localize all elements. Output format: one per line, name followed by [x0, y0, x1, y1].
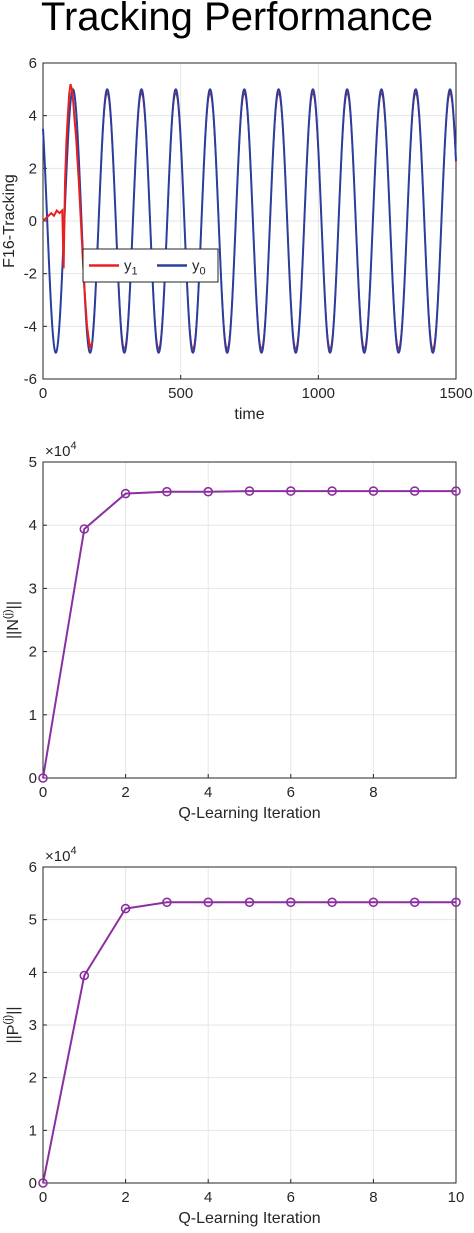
figure-title: Tracking Performance	[41, 0, 433, 39]
x-tick-label: 8	[369, 1189, 377, 1206]
x-axis-label: Q-Learning Iteration	[178, 1210, 320, 1227]
y-axis-label: ||N(j)||	[2, 601, 22, 639]
x-tick-label: 2	[121, 784, 129, 801]
data-point-marker	[451, 897, 461, 908]
y-tick-label: 2	[29, 160, 37, 177]
data-point-marker	[327, 486, 337, 496]
data-point-marker	[327, 897, 337, 908]
y-exponent-superscript: 4	[70, 845, 76, 857]
data-point-marker	[79, 524, 90, 534]
y-axis-label-superscript: (j)	[2, 609, 14, 619]
y-tick-label: 6	[29, 859, 37, 876]
legend-label-subscript: 1	[132, 266, 138, 278]
y-tick-label: 1	[29, 1122, 37, 1139]
data-point-marker	[368, 486, 379, 496]
y-axis-label-tail: ||	[5, 601, 22, 609]
x-tick-label: 6	[287, 1189, 295, 1206]
y-tick-label: -6	[24, 371, 37, 388]
p-norm-chart: 0 2 4 6 8 10 0 1 2 3 4 5 6 Q-Learning Iteration ×104 ||…	[2, 845, 464, 1227]
x-tick-label: 0	[39, 784, 47, 801]
data-point-marker	[162, 897, 172, 908]
x-tick-label: 8	[369, 784, 377, 801]
x-axis-label: time	[234, 406, 264, 423]
data-point-marker	[244, 486, 255, 496]
y-tick-label: 2	[29, 1070, 37, 1087]
data-point-marker	[285, 486, 296, 496]
y-tick-label: -4	[24, 318, 37, 335]
plot-frame	[42, 461, 457, 779]
y-tick-label: -2	[24, 266, 37, 283]
y-tick-label: 4	[29, 108, 37, 125]
tracking-chart: 0 500 1000 1500 -6 -4 -2 0 2 4 6 time F16-Tracking y1…	[1, 55, 473, 423]
x-tick-label: 1000	[302, 385, 335, 402]
x-tick-label: 10	[448, 1189, 465, 1206]
x-tick-label: 2	[121, 1189, 129, 1206]
y-tick-label: 5	[29, 912, 37, 929]
y-tick-label: 6	[29, 55, 37, 72]
y-tick-label: 1	[29, 707, 37, 724]
y-axis-label-tail: ||	[5, 1006, 22, 1014]
x-tick-label: 500	[168, 385, 193, 402]
data-point-marker	[120, 488, 131, 499]
y-tick-label: 5	[29, 454, 37, 471]
data-point-marker	[285, 897, 296, 908]
x-tick-label: 0	[39, 1189, 47, 1206]
y-axis-label: F16-Tracking	[1, 174, 18, 268]
x-tick-label: 6	[287, 784, 295, 801]
y-exponent-label: ×104	[45, 440, 77, 460]
data-point-marker	[203, 486, 213, 497]
x-tick-label: 4	[204, 784, 212, 801]
data-point-marker	[162, 486, 172, 497]
data-point-marker	[120, 903, 131, 914]
legend-label-subscript: 0	[200, 266, 206, 278]
y-tick-label: 3	[29, 1017, 37, 1034]
y-exponent-superscript: 4	[70, 440, 76, 452]
data-point-marker	[203, 897, 213, 908]
data-point-marker	[244, 897, 255, 908]
series-line	[42, 490, 456, 779]
y-tick-label: 0	[29, 770, 37, 787]
data-point-marker	[38, 773, 48, 783]
n-norm-chart: 0 2 4 6 8 0 1 2 3 4 5 Q-Learning Iteration ×104 ||N(j…	[2, 440, 461, 822]
y-tick-label: 0	[29, 213, 37, 230]
y-exponent-label: ×104	[45, 845, 77, 865]
data-point-marker	[451, 486, 461, 496]
x-tick-label: 4	[204, 1189, 212, 1206]
series-line	[42, 901, 456, 1184]
data-point-marker	[409, 486, 420, 496]
legend: y1 y0	[82, 248, 219, 283]
y-tick-label: 4	[29, 517, 37, 534]
y-tick-label: 0	[29, 1175, 37, 1192]
y-axis-label-superscript: (j)	[2, 1015, 14, 1025]
y-tick-label: 4	[29, 964, 37, 981]
data-point-marker	[368, 897, 379, 908]
x-tick-label: 1500	[439, 385, 472, 402]
x-axis-label: Q-Learning Iteration	[178, 805, 320, 822]
x-tick-label: 0	[39, 385, 47, 402]
y-tick-label: 2	[29, 644, 37, 661]
data-point-marker	[38, 1178, 48, 1188]
series-y0-line	[42, 88, 457, 354]
series-y1-line	[42, 83, 94, 351]
y-axis-label: ||P(j)||	[2, 1006, 22, 1043]
data-point-marker	[409, 897, 420, 908]
y-tick-label: 3	[29, 580, 37, 597]
data-point-marker	[79, 970, 90, 981]
